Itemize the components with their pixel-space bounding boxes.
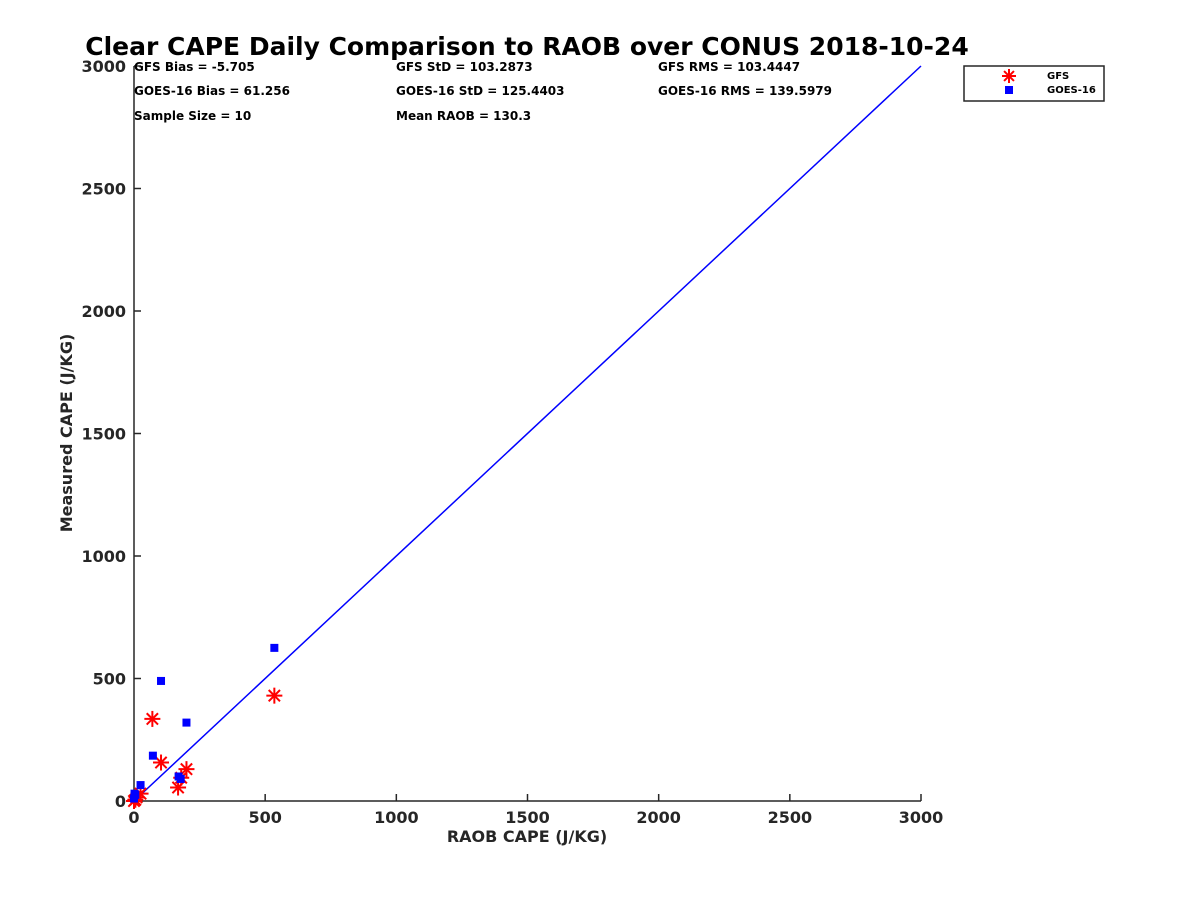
y-tick-label: 3000 [81, 57, 126, 76]
goes16-std-text: GOES-16 StD = 125.4403 [396, 84, 565, 98]
x-tick-label: 1500 [505, 808, 550, 827]
y-tick-label: 2500 [81, 180, 126, 199]
x-tick-label: 2500 [768, 808, 813, 827]
gfs-bias-text: GFS Bias = -5.705 [134, 60, 255, 74]
goes16-point [131, 790, 140, 799]
x-tick-label: 2000 [636, 808, 681, 827]
sample-size-text: Sample Size = 10 [134, 109, 251, 123]
gfs-point [178, 761, 195, 778]
goes16-point [157, 676, 166, 685]
asterisk-stroke [1003, 70, 1015, 82]
chart-title: Clear CAPE Daily Comparison to RAOB over… [85, 32, 968, 61]
y-tick-label: 0 [115, 792, 126, 811]
y-tick-label: 2000 [81, 302, 126, 321]
y-axis-label: Measured CAPE (J/KG) [57, 334, 76, 533]
one-to-one-reference-line [133, 65, 922, 802]
goes16-point [176, 774, 185, 783]
gfs-point [144, 710, 161, 727]
gfs-std-text: GFS StD = 103.2873 [396, 60, 533, 74]
goes16-point [270, 643, 279, 652]
asterisk-stroke [267, 689, 281, 703]
ticks: 0 500 1000 1500 2000 2500 3000 0 500 1000 1500 2000… [81, 57, 943, 827]
y-tick-label: 1000 [81, 547, 126, 566]
goes16-rms-text: GOES-16 RMS = 139.5979 [658, 84, 832, 98]
legend: GFS GOES-16 [963, 65, 1105, 102]
y-tick-label: 500 [93, 670, 126, 689]
x-tick-label: 0 [128, 808, 139, 827]
legend-asterisk [1002, 69, 1016, 83]
mean-raob-text: Mean RAOB = 130.3 [396, 109, 531, 123]
legend-goes16-label: GOES-16 [1047, 85, 1096, 96]
asterisk-stroke [180, 762, 193, 776]
legend-gfs-asterisk-icon [1002, 69, 1016, 83]
data-points [126, 643, 283, 809]
y-tick-label: 1500 [81, 425, 126, 444]
x-tick-label: 1000 [374, 808, 419, 827]
x-tick-label: 500 [248, 808, 281, 827]
gfs-point [266, 687, 283, 704]
x-tick-label: 3000 [899, 808, 944, 827]
stats-annotations: GFS Bias = -5.705 GFS StD = 103.2873 GFS… [134, 60, 832, 123]
goes16-point [182, 718, 191, 727]
legend-gfs-label: GFS [1047, 71, 1069, 82]
x-axis-label: RAOB CAPE (J/KG) [447, 827, 607, 846]
gfs-rms-text: GFS RMS = 103.4447 [658, 60, 800, 74]
asterisk-stroke [145, 712, 159, 726]
asterisk-stroke [154, 756, 168, 769]
goes16-point [136, 781, 145, 790]
gfs-point [153, 754, 170, 771]
goes16-bias-text: GOES-16 Bias = 61.256 [134, 84, 290, 98]
goes16-point [148, 751, 157, 760]
legend-goes16-square-icon [1005, 86, 1013, 94]
legend-box [963, 65, 1105, 102]
